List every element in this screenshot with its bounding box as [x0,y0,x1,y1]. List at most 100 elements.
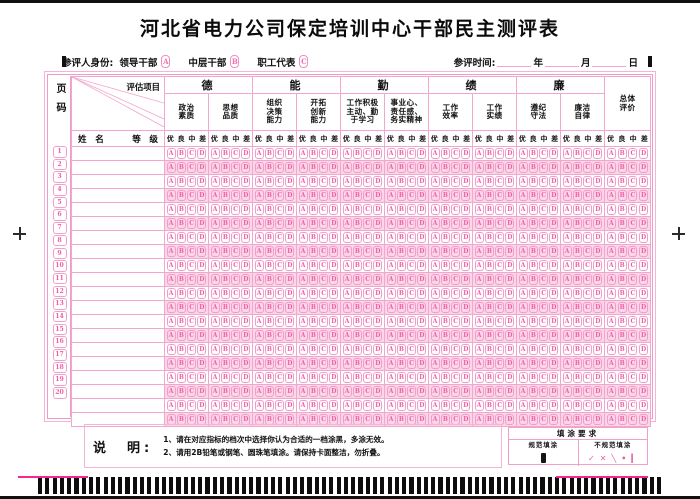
answer-bubble[interactable]: C [539,315,549,328]
answer-bubble[interactable]: D [197,301,207,314]
answer-bubble[interactable]: D [285,399,295,412]
answer-bubble[interactable]: A [166,147,176,160]
answer-bubble[interactable]: B [176,371,186,384]
answer-bubble[interactable]: D [593,245,603,258]
answer-bubble[interactable]: D [197,385,207,398]
answer-bubble[interactable]: B [352,203,362,216]
answer-bubble[interactable]: A [606,413,616,426]
answer-bubble[interactable]: B [617,287,627,300]
answer-bubble[interactable]: B [528,147,538,160]
answer-bubble[interactable]: B [572,147,582,160]
answer-bubble[interactable]: C [407,343,417,356]
answer-bubble[interactable]: D [505,161,515,174]
answer-bubble[interactable]: C [583,147,593,160]
answer-bubble[interactable]: B [176,357,186,370]
answer-bubble[interactable]: A [606,217,616,230]
answer-bubble[interactable]: A [430,371,440,384]
answer-bubble[interactable]: C [407,301,417,314]
answer-bubble[interactable]: C [319,147,329,160]
answer-bubble[interactable]: A [430,245,440,258]
answer-bubble[interactable]: C [187,343,197,356]
answer-bubble[interactable]: A [606,259,616,272]
answer-bubble[interactable]: B [440,301,450,314]
answer-bubble[interactable]: A [518,399,528,412]
answer-bubble[interactable]: A [430,217,440,230]
answer-bubble[interactable]: A [606,161,616,174]
answer-bubble[interactable]: C [407,147,417,160]
answer-bubble[interactable]: D [197,315,207,328]
answer-bubble[interactable]: B [396,287,406,300]
answer-bubble[interactable]: B [572,399,582,412]
answer-bubble[interactable]: C [187,231,197,244]
answer-bubble[interactable]: D [197,203,207,216]
answer-bubble[interactable]: B [176,189,186,202]
answer-bubble[interactable]: C [539,203,549,216]
answer-bubble[interactable]: C [628,203,638,216]
answer-bubble[interactable]: A [298,371,308,384]
answer-bubble[interactable]: A [298,399,308,412]
answer-bubble[interactable]: A [518,315,528,328]
answer-bubble[interactable]: B [484,399,494,412]
identity-option-middle[interactable]: 中层干部 B [188,55,240,69]
answer-bubble[interactable]: D [593,343,603,356]
answer-bubble[interactable]: A [210,315,220,328]
answer-bubble[interactable]: B [528,203,538,216]
answer-bubble[interactable]: D [197,259,207,272]
answer-bubble[interactable]: B [528,413,538,426]
answer-bubble[interactable]: D [197,217,207,230]
answer-bubble[interactable]: C [363,329,373,342]
answer-bubble[interactable]: D [417,371,427,384]
answer-bubble[interactable]: A [474,147,484,160]
answer-bubble[interactable]: A [342,329,352,342]
answer-bubble[interactable]: B [396,357,406,370]
answer-bubble[interactable]: D [461,273,471,286]
page-code-bubble[interactable]: 8 [52,234,67,247]
answer-bubble[interactable]: A [386,273,396,286]
answer-bubble[interactable]: C [407,175,417,188]
answer-bubble[interactable]: B [572,413,582,426]
answer-bubble[interactable]: D [505,175,515,188]
answer-bubble[interactable]: C [275,343,285,356]
name-input-cell[interactable] [71,356,165,371]
name-input-cell[interactable] [71,272,165,287]
answer-bubble[interactable]: A [210,385,220,398]
answer-bubble[interactable]: C [275,273,285,286]
answer-bubble[interactable]: C [583,259,593,272]
answer-bubble[interactable]: B [528,371,538,384]
answer-bubble[interactable]: A [430,357,440,370]
answer-bubble[interactable]: D [241,343,251,356]
answer-bubble[interactable]: C [187,399,197,412]
answer-bubble[interactable]: A [474,399,484,412]
answer-bubble[interactable]: B [352,301,362,314]
answer-bubble[interactable]: A [606,175,616,188]
answer-bubble[interactable]: B [617,175,627,188]
answer-bubble[interactable]: D [549,273,559,286]
answer-bubble[interactable]: B [220,287,230,300]
answer-bubble[interactable]: B [176,259,186,272]
answer-bubble[interactable]: B [308,175,318,188]
answer-bubble[interactable]: D [639,161,649,174]
answer-bubble[interactable]: D [461,399,471,412]
answer-bubble[interactable]: B [352,315,362,328]
answer-bubble[interactable]: B [528,287,538,300]
answer-bubble[interactable]: D [373,217,383,230]
answer-bubble[interactable]: B [572,329,582,342]
answer-bubble[interactable]: B [572,231,582,244]
answer-bubble[interactable]: D [549,357,559,370]
answer-bubble[interactable]: D [461,329,471,342]
answer-bubble[interactable]: C [451,175,461,188]
answer-bubble[interactable]: C [187,189,197,202]
answer-bubble[interactable]: D [549,301,559,314]
answer-bubble[interactable]: C [583,273,593,286]
answer-bubble[interactable]: D [593,287,603,300]
answer-bubble[interactable]: D [417,189,427,202]
answer-bubble[interactable]: C [628,147,638,160]
answer-bubble[interactable]: A [386,175,396,188]
answer-bubble[interactable]: A [166,231,176,244]
answer-bubble[interactable]: C [319,273,329,286]
answer-bubble[interactable]: A [562,371,572,384]
answer-bubble[interactable]: A [562,413,572,426]
answer-bubble[interactable]: B [308,357,318,370]
answer-bubble[interactable]: B [484,175,494,188]
answer-bubble[interactable]: D [505,301,515,314]
